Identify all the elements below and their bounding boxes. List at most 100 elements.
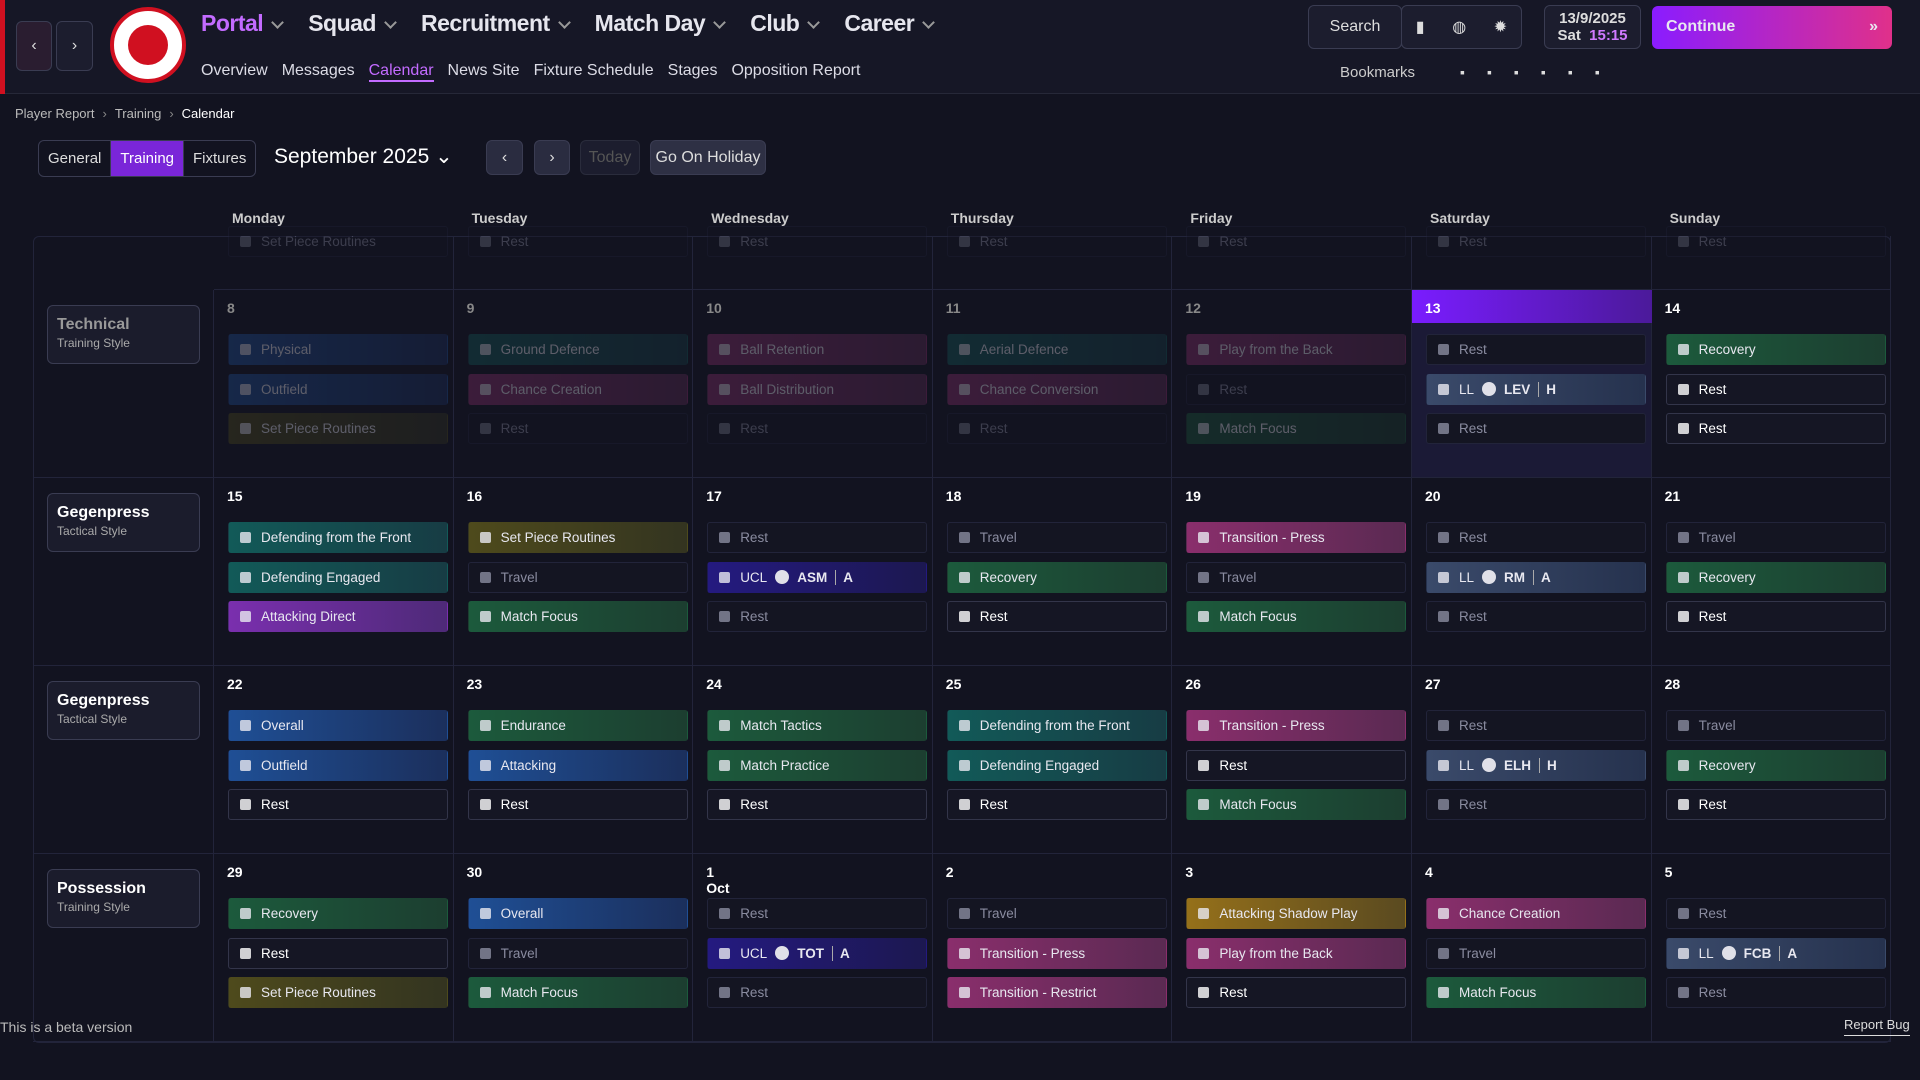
club-logo[interactable] (110, 7, 186, 83)
session[interactable]: Defending from the Front (946, 710, 1167, 741)
session[interactable]: Outfield (228, 749, 448, 781)
session[interactable]: Set Piece Routines (228, 977, 448, 1008)
session[interactable]: Rest (1426, 413, 1646, 444)
session[interactable]: Chance Conversion (946, 373, 1167, 405)
view-tab[interactable]: General (48, 150, 102, 167)
session[interactable]: Play from the Back (1186, 334, 1407, 365)
session[interactable]: LL FCB A (1665, 937, 1886, 969)
next-month[interactable]: › (534, 140, 570, 175)
session[interactable]: Chance Creation (1426, 898, 1646, 929)
sub-tab[interactable]: Calendar (368, 62, 434, 82)
session[interactable]: LL ELH H (1426, 749, 1646, 781)
session[interactable]: Travel (1186, 561, 1407, 593)
session[interactable]: Rest (467, 413, 688, 444)
session[interactable]: Match Focus (1426, 977, 1646, 1008)
session[interactable]: Travel (467, 561, 688, 593)
session[interactable]: Recovery (1665, 334, 1886, 365)
session[interactable]: Rest (707, 413, 928, 444)
session[interactable]: Travel (1665, 522, 1886, 553)
session[interactable]: Rest (707, 977, 928, 1008)
session[interactable]: Rest (946, 789, 1167, 820)
main-tab[interactable]: Squad (308, 10, 395, 37)
session[interactable]: Match Focus (467, 601, 688, 632)
session[interactable]: Rest (1426, 522, 1646, 553)
session[interactable]: Play from the Back (1186, 937, 1407, 969)
session[interactable]: Rest (1665, 977, 1886, 1008)
main-tab[interactable]: Recruitment (421, 10, 569, 37)
sub-tab[interactable]: Stages (667, 62, 718, 79)
session[interactable]: Rest (1426, 601, 1646, 632)
sub-tab[interactable]: Opposition Report (731, 62, 861, 79)
prev-month[interactable]: ‹ (486, 140, 523, 175)
session[interactable]: Rest (1665, 898, 1886, 929)
session[interactable]: UCL ASM A (707, 561, 928, 593)
session[interactable]: UCL TOT A (707, 937, 928, 969)
session[interactable]: Defending Engaged (228, 561, 448, 593)
week-style[interactable]: Gegenpress Tactical Style (47, 493, 200, 552)
session[interactable]: Rest (1186, 373, 1407, 405)
session[interactable]: Match Focus (1186, 413, 1407, 444)
session[interactable]: Transition - Press (1186, 710, 1407, 741)
session[interactable]: Aerial Defence (946, 334, 1167, 365)
sub-tab[interactable]: Overview (201, 62, 268, 79)
session[interactable]: Rest (1665, 601, 1886, 632)
session[interactable]: Ball Distribution (707, 373, 928, 405)
week-style[interactable]: Technical Training Style (47, 305, 200, 364)
session[interactable]: Rest (946, 413, 1167, 444)
session[interactable]: Match Focus (1186, 601, 1407, 632)
session[interactable]: Transition - Press (946, 937, 1167, 969)
session[interactable]: Recovery (1665, 561, 1886, 593)
session[interactable]: Rest (467, 226, 688, 257)
session[interactable]: Travel (1426, 937, 1646, 969)
session[interactable]: Rest (946, 601, 1167, 632)
session[interactable]: Travel (946, 522, 1167, 553)
session[interactable]: Rest (1426, 334, 1646, 365)
sub-tab[interactable]: News Site (447, 62, 520, 79)
session[interactable]: Rest (1665, 373, 1886, 405)
session[interactable]: Chance Creation (467, 373, 688, 405)
bookmarks[interactable]: Bookmarks (1340, 64, 1416, 81)
session[interactable]: Rest (1426, 789, 1646, 820)
forward-button[interactable]: › (56, 21, 93, 71)
session[interactable]: Rest (1186, 977, 1407, 1008)
session[interactable]: Transition - Restrict (946, 977, 1167, 1008)
report-bug[interactable]: Report Bug (1844, 1017, 1910, 1036)
session[interactable]: Rest (228, 937, 448, 969)
session[interactable]: Transition - Press (1186, 522, 1407, 553)
session[interactable]: Set Piece Routines (228, 226, 448, 257)
week-style[interactable]: Gegenpress Tactical Style (47, 681, 200, 740)
month-selector[interactable]: September 2025 ⌄ (274, 145, 453, 168)
session[interactable]: Travel (467, 937, 688, 969)
session[interactable]: Defending Engaged (946, 749, 1167, 781)
session[interactable]: Defending from the Front (228, 522, 448, 553)
crumb[interactable]: Player Report (15, 106, 95, 121)
search-button[interactable]: Search (1308, 5, 1402, 49)
back-button[interactable]: ‹ (16, 21, 52, 71)
session[interactable]: Recovery (1665, 749, 1886, 781)
session[interactable]: Travel (946, 898, 1167, 929)
session[interactable]: Attacking Shadow Play (1186, 898, 1407, 929)
main-tab[interactable]: Portal (201, 10, 282, 37)
session[interactable]: Attacking (467, 749, 688, 781)
week-style[interactable]: Possession Training Style (47, 869, 200, 928)
session[interactable]: Match Focus (1186, 789, 1407, 820)
session[interactable]: Set Piece Routines (228, 413, 448, 444)
session[interactable]: Travel (1665, 710, 1886, 741)
session[interactable]: Outfield (228, 373, 448, 405)
holiday-button[interactable]: Go On Holiday (650, 140, 766, 175)
main-tab[interactable]: Club (750, 10, 818, 37)
session[interactable]: Endurance (467, 710, 688, 741)
session[interactable]: Rest (946, 226, 1167, 257)
session[interactable]: Set Piece Routines (467, 522, 688, 553)
quick-icons[interactable]: ▮ ◍ ✹ (1401, 5, 1522, 49)
session[interactable]: Match Tactics (707, 710, 928, 741)
session[interactable]: Rest (707, 898, 928, 929)
session[interactable]: Recovery (946, 561, 1167, 593)
session[interactable]: Overall (467, 898, 688, 929)
session[interactable]: Rest (1426, 226, 1646, 257)
continue-button[interactable]: Continue» (1652, 6, 1892, 49)
session[interactable]: Attacking Direct (228, 601, 448, 632)
session[interactable]: Ball Retention (707, 334, 928, 365)
session[interactable]: Overall (228, 710, 448, 741)
session[interactable]: LL LEV H (1426, 373, 1646, 405)
